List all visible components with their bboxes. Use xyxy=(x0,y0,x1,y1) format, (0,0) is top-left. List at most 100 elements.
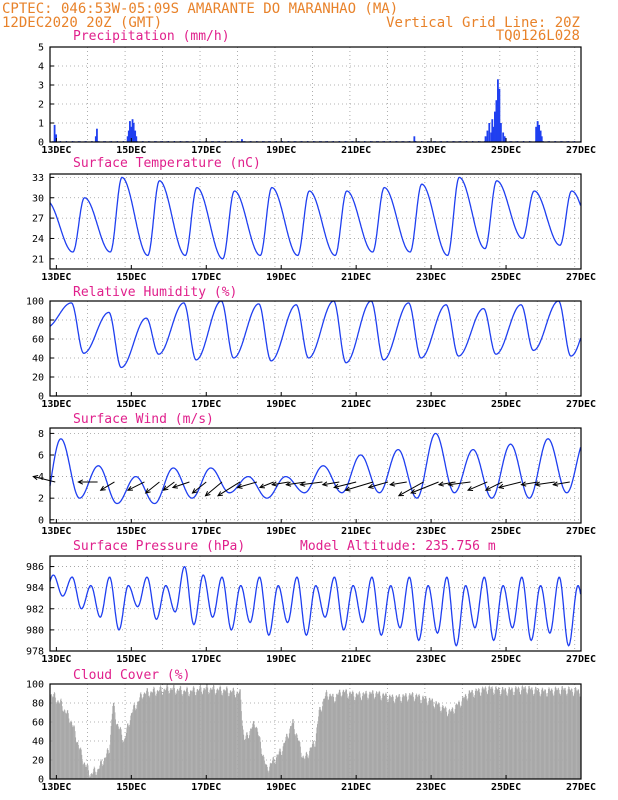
cloud-bar xyxy=(232,690,233,779)
cloud-bar xyxy=(211,689,213,779)
cloud-bar xyxy=(64,709,65,779)
cloud-bar xyxy=(410,695,412,779)
cloud-bar xyxy=(136,708,137,779)
cloud-bar xyxy=(406,696,408,779)
cloud-bar xyxy=(254,727,256,779)
cloud-bar xyxy=(177,688,178,779)
cloud-bar xyxy=(210,687,211,779)
wind-vector-head xyxy=(447,481,454,487)
cloud-bar xyxy=(187,691,189,779)
cloud-bar xyxy=(153,686,155,779)
wind-vector xyxy=(286,481,306,486)
cloud-bar xyxy=(302,755,304,779)
cloud-bar xyxy=(495,686,497,779)
cloud-bar xyxy=(82,764,84,779)
cloud-bar xyxy=(233,690,235,779)
cloud-bar xyxy=(559,695,561,779)
cloud-bar xyxy=(568,686,570,779)
cloud-bar xyxy=(305,755,306,779)
precip-bar xyxy=(538,124,541,142)
cloud-bar xyxy=(76,741,78,779)
cloud-bar xyxy=(105,756,107,779)
cloud-bar xyxy=(500,693,502,779)
cloud-bar xyxy=(306,754,308,779)
cloud-bar xyxy=(344,692,346,779)
cloud-bar xyxy=(150,692,151,779)
cloud-bar xyxy=(577,690,579,779)
cloud-bar xyxy=(496,688,498,779)
cloud-bar xyxy=(501,686,503,779)
precip-bar xyxy=(497,79,499,142)
cloud-bar xyxy=(422,695,424,779)
cloud-bar xyxy=(490,688,491,779)
cloud-bar xyxy=(320,709,322,779)
cloud-bar xyxy=(178,690,179,779)
cloud-bar xyxy=(570,689,572,779)
cloud-bar xyxy=(391,696,392,779)
cloud-bar xyxy=(485,686,486,779)
cloud-bar xyxy=(54,693,56,779)
wind-vector xyxy=(398,481,424,497)
cloud-bar xyxy=(235,696,237,779)
wind-vector-head xyxy=(126,485,133,491)
cloud-bar xyxy=(524,686,526,779)
cloud-bar xyxy=(554,687,556,779)
wind-vector xyxy=(521,481,538,486)
cloud-bar xyxy=(568,686,570,779)
rh-ytick-label: 80 xyxy=(32,316,44,327)
wind-xtick-label: 25DEC xyxy=(491,526,521,537)
cloud-bar xyxy=(337,694,338,779)
precip-bar xyxy=(503,136,506,142)
cloud-bar xyxy=(311,746,313,779)
cloud-bar xyxy=(566,694,567,779)
cloud-bar xyxy=(423,697,424,779)
cloud-bar xyxy=(440,712,442,779)
cloud-bar xyxy=(562,688,564,779)
press-xtick-label: 27DEC xyxy=(566,654,596,665)
cloud-bar xyxy=(132,712,133,779)
cloud-bar xyxy=(535,686,536,779)
cloud-bar xyxy=(434,707,436,779)
cloud-bar xyxy=(73,726,74,779)
cloud-bar xyxy=(339,689,341,779)
cloud-bar xyxy=(456,705,458,779)
cloud-bar xyxy=(175,693,177,779)
cloud-bar xyxy=(238,691,240,779)
cloud-cover-panel: Cloud Cover (%) 0 20 40 60 80 100 13DEC 15DEC 17… xyxy=(26,668,596,793)
cloud-bar xyxy=(82,760,83,779)
precip-bar xyxy=(536,121,539,142)
cloud-bar xyxy=(67,713,69,779)
cloud-bar xyxy=(77,742,79,779)
cloud-bar xyxy=(112,702,114,779)
cloud-bar xyxy=(557,690,558,779)
cloud-bar xyxy=(509,687,510,779)
cloud-bar xyxy=(417,696,418,779)
cloud-bar xyxy=(308,755,310,779)
cloud-bar xyxy=(421,699,423,779)
cloud-bar xyxy=(508,686,510,779)
cloud-bar xyxy=(232,688,234,779)
cloud-bar xyxy=(52,697,53,779)
cloud-bar xyxy=(576,690,577,779)
cloud-bar xyxy=(433,708,435,779)
cloud-bar xyxy=(466,699,468,779)
cloud-bar xyxy=(506,696,508,779)
cloud-bar xyxy=(438,703,440,779)
cloud-bar xyxy=(362,692,364,779)
cloud-bar xyxy=(387,701,389,779)
press-ytick-label: 978 xyxy=(26,647,44,658)
cloud-bar xyxy=(180,690,182,779)
cloud-bar xyxy=(166,685,168,779)
cloud-bar xyxy=(497,689,499,779)
cloud-bar xyxy=(436,701,437,779)
cloud-bar xyxy=(367,697,368,779)
humidity-title: Relative Humidity (%) xyxy=(73,285,237,300)
cloud-bar xyxy=(227,688,228,779)
cloud-bar xyxy=(371,692,373,779)
cloud-bar xyxy=(543,691,545,779)
cloud-bar xyxy=(115,719,116,779)
wind-vector-head xyxy=(333,483,340,489)
cloud-bar xyxy=(537,689,539,779)
cloud-bar xyxy=(411,693,413,779)
cloud-bar xyxy=(127,723,128,779)
